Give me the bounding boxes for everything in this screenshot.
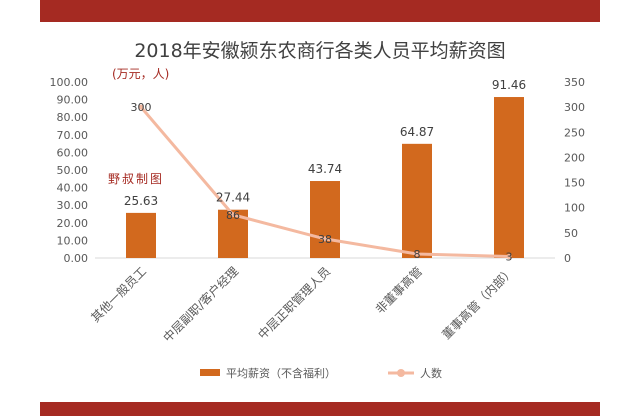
y-left-tick-label: 10.00	[57, 234, 89, 247]
y-left-tick-label: 80.00	[57, 111, 89, 124]
bar	[126, 212, 156, 258]
y-left-tick-label: 50.00	[57, 164, 89, 177]
y-right-tick-label: 350	[564, 76, 585, 89]
y-right-tick-label: 0	[564, 252, 571, 265]
x-category-label: 非董事高管	[372, 264, 425, 317]
line-point	[414, 251, 420, 257]
line-value-label: 38	[318, 233, 332, 246]
bar	[494, 97, 524, 259]
y-left-tick-label: 70.00	[57, 129, 89, 142]
legend-bar-label: 平均薪资（不含福利）	[226, 366, 336, 380]
legend-bar-swatch	[200, 369, 220, 376]
y-left-tick-label: 60.00	[57, 146, 89, 159]
legend-line-label: 人数	[420, 367, 442, 380]
top-decorative-band	[40, 0, 600, 22]
y-right-tick-label: 150	[564, 177, 585, 190]
y-right-tick-label: 200	[564, 151, 585, 164]
bar	[402, 143, 432, 258]
line-point	[506, 253, 512, 259]
line-value-label: 300	[131, 101, 152, 114]
legend-line-marker	[397, 369, 405, 377]
bottom-decorative-band	[40, 402, 600, 416]
bar-value-label: 27.44	[216, 191, 250, 205]
x-category-label: 其他一般员工	[88, 264, 150, 326]
y-left-tick-label: 0.00	[64, 252, 89, 265]
y-left-tick-label: 100.00	[50, 76, 89, 89]
chart-title: 2018年安徽颍东农商行各类人员平均薪资图	[134, 40, 505, 62]
x-category-label: 中层副职/客户经理	[160, 264, 241, 345]
line-value-label: 86	[226, 209, 240, 222]
y-right-tick-label: 100	[564, 202, 585, 215]
y-left-tick-label: 30.00	[57, 199, 89, 212]
watermark-label: 野叔制图	[108, 172, 164, 186]
y-right-tick-label: 50	[564, 227, 578, 240]
line-value-label: 8	[414, 248, 421, 261]
unit-label: (万元，人)	[112, 67, 169, 81]
x-category-label: 中层正职管理人员	[255, 264, 333, 342]
line-point	[230, 212, 236, 218]
x-category-label: 董事高管（内部）	[439, 264, 517, 342]
y-left-tick-label: 20.00	[57, 217, 89, 230]
y-right-tick-label: 300	[564, 101, 585, 114]
bar-value-label: 64.87	[400, 125, 434, 139]
y-left-tick-label: 90.00	[57, 94, 89, 107]
line-point	[138, 104, 144, 110]
y-left-tick-label: 40.00	[57, 182, 89, 195]
line-value-label: 3	[506, 250, 513, 263]
bar-value-label: 25.63	[124, 194, 158, 208]
bar-value-label: 43.74	[308, 162, 342, 176]
y-right-tick-label: 250	[564, 126, 585, 139]
line-point	[322, 236, 328, 242]
bar-value-label: 91.46	[492, 78, 526, 92]
bar	[310, 181, 340, 258]
